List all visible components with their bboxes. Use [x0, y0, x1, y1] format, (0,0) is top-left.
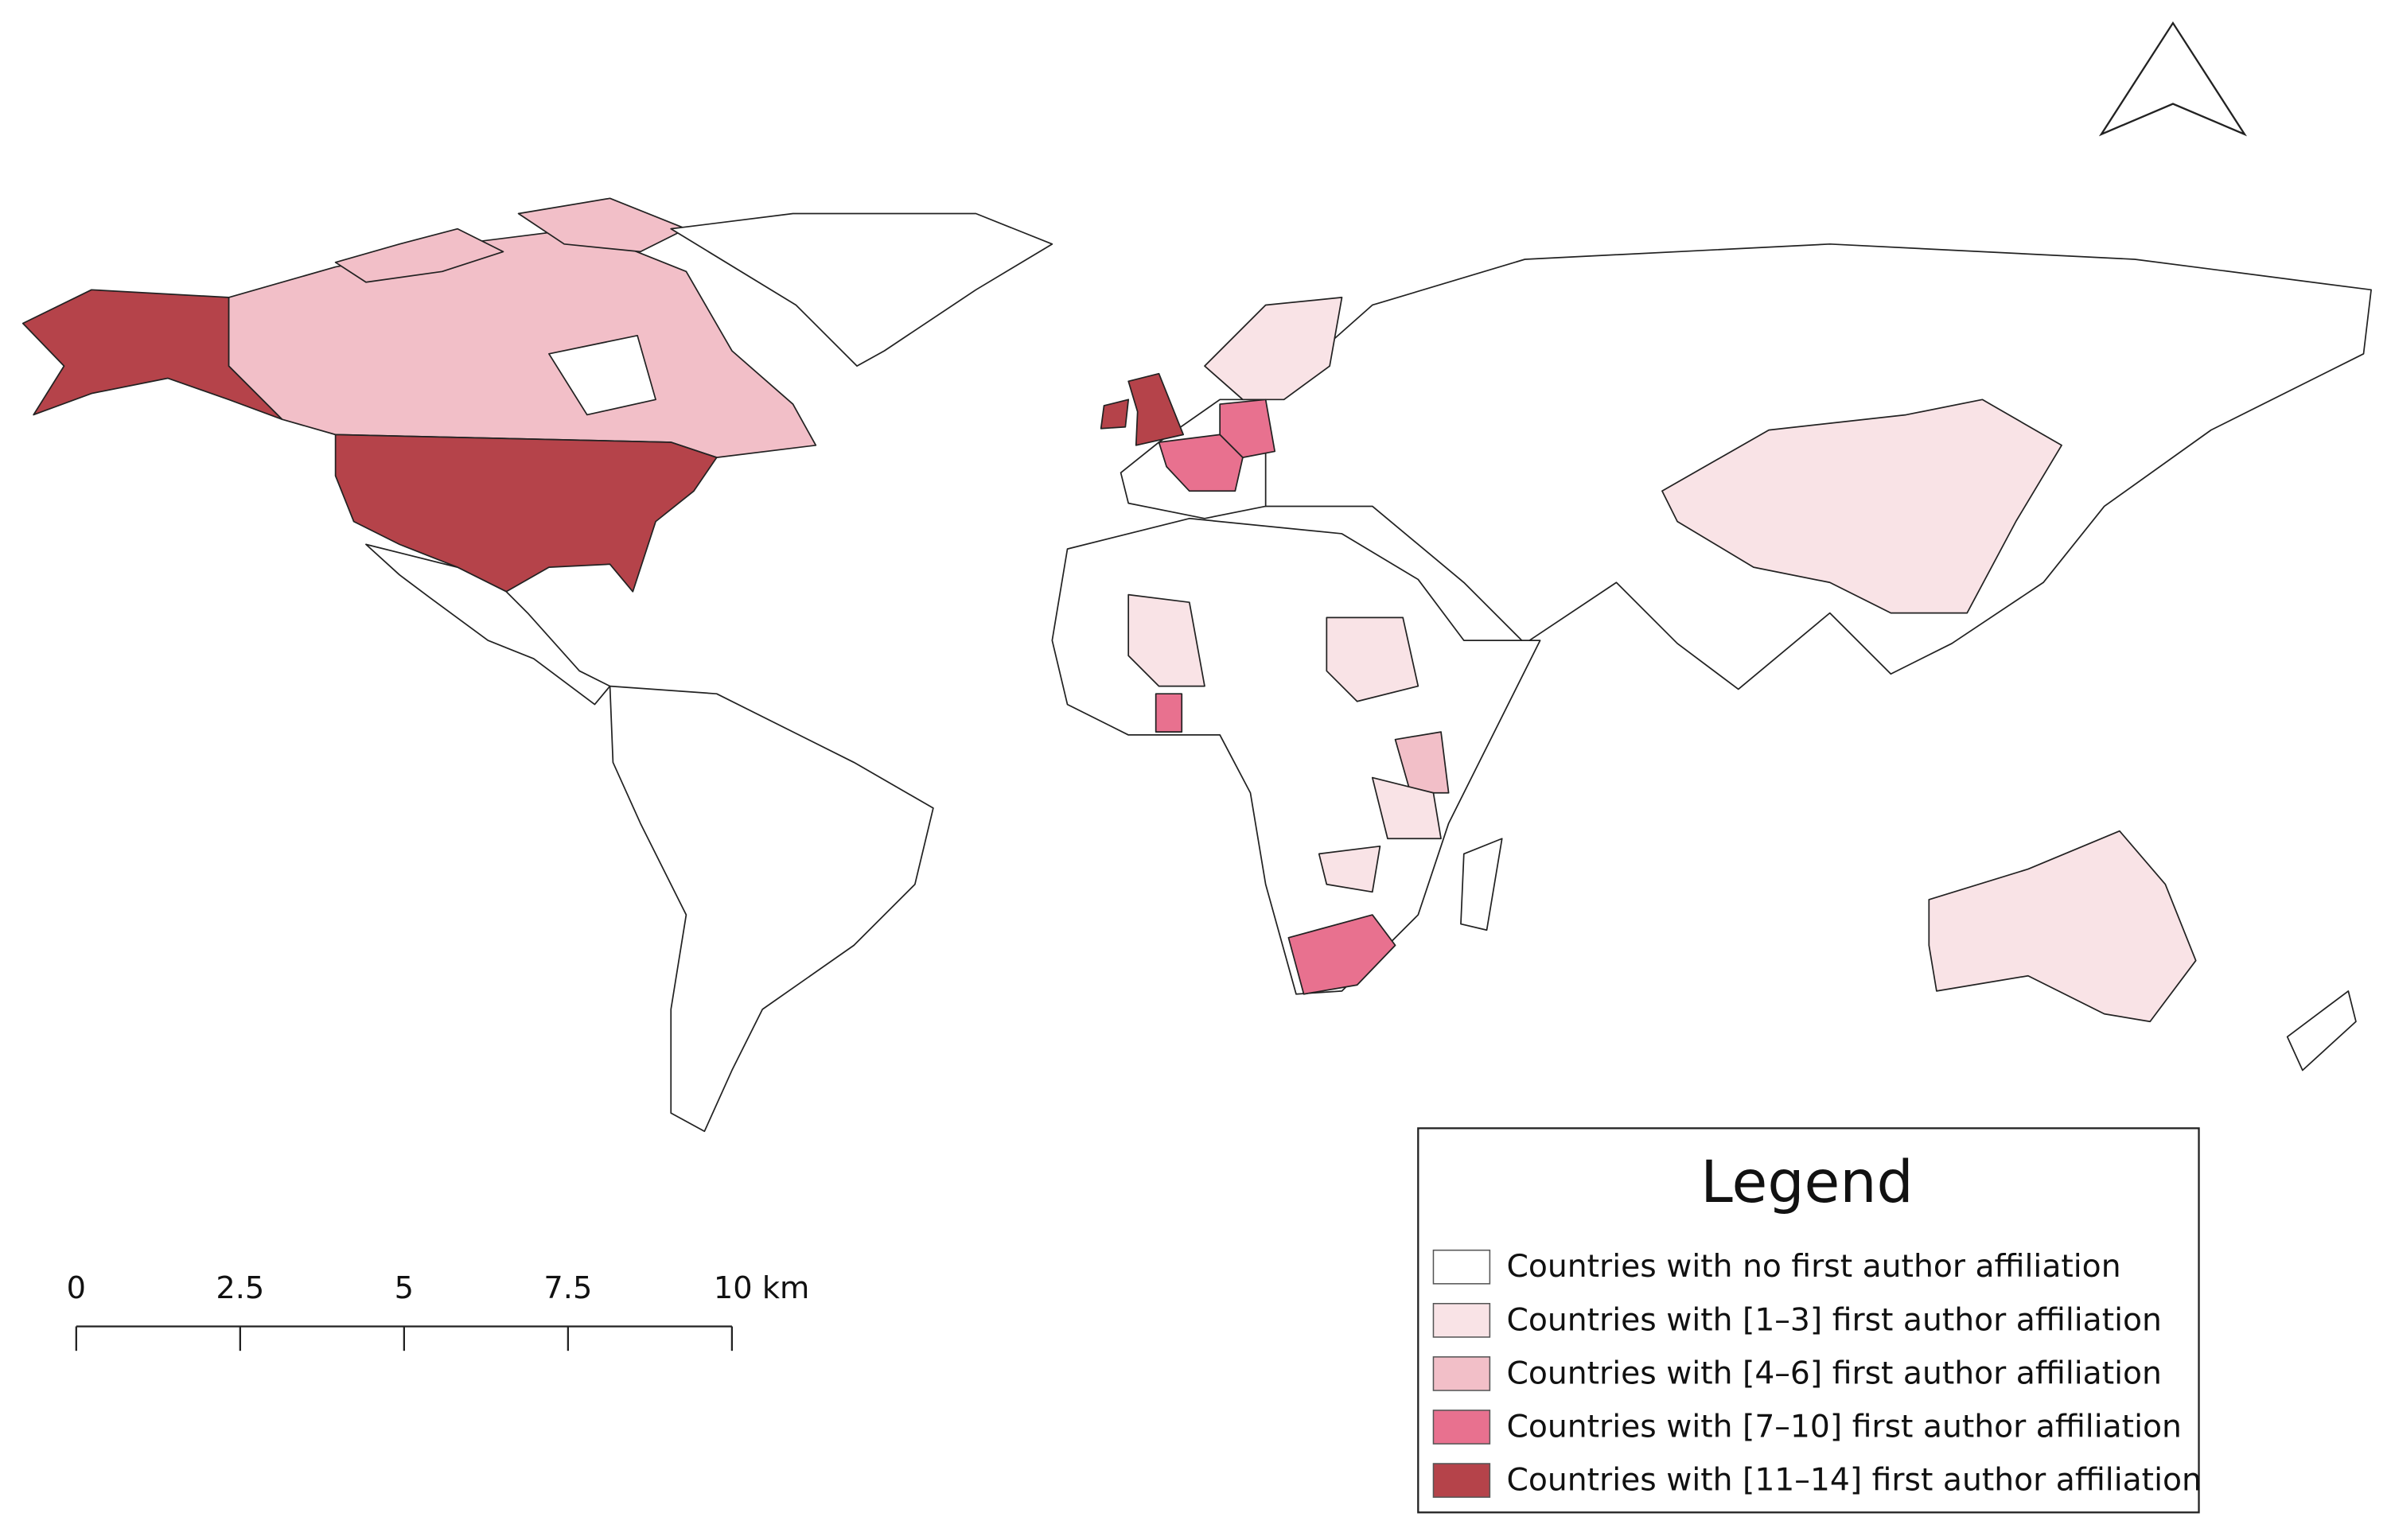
country: [609, 685, 934, 1133]
country: [1127, 593, 1205, 687]
country: [1394, 731, 1450, 794]
scale-label: 5: [395, 1270, 414, 1306]
legend-label: Countries with [7–10] first author affil…: [1506, 1409, 2181, 1445]
country: [670, 212, 1053, 368]
country: [1318, 845, 1381, 893]
north-arrow: [2098, 21, 2248, 137]
country: [1287, 914, 1396, 995]
country: [334, 228, 504, 283]
legend-box: [1417, 1127, 2200, 1514]
legend-title: Legend: [1700, 1149, 1913, 1216]
country: [1460, 838, 1503, 931]
country: [365, 543, 611, 706]
scale-label: 2.5: [216, 1270, 264, 1306]
legend-label: Countries with [4–6] first author affili…: [1506, 1355, 2161, 1391]
country: [2286, 990, 2357, 1071]
bay: [548, 334, 656, 416]
legend-swatch: [1432, 1356, 1491, 1391]
scale-label: 0: [67, 1270, 86, 1306]
country: [1219, 399, 1276, 458]
country: [517, 197, 687, 253]
legend-label: Countries with [1–3] first author affili…: [1506, 1302, 2161, 1338]
legend: Legend Countries with no first author af…: [1417, 1127, 2202, 1514]
country: [1928, 830, 2197, 1023]
country: [1661, 399, 2062, 614]
legend-swatch: [1432, 1249, 1491, 1285]
legend-label: Countries with no first author affiliati…: [1506, 1249, 2120, 1285]
country: [1100, 399, 1130, 430]
country: [1204, 297, 1343, 401]
scale-label: 7.5: [543, 1270, 592, 1306]
legend-swatch: [1432, 1463, 1491, 1498]
country: [1326, 616, 1419, 702]
country: [1155, 693, 1183, 733]
legend-swatch: [1432, 1410, 1491, 1445]
legend-label: Countries with [11–14] first author affi…: [1506, 1462, 2201, 1498]
country: [1127, 372, 1185, 446]
legend-swatch: [1432, 1302, 1491, 1338]
countries: [21, 197, 2372, 1133]
scale-label: 10 km: [714, 1270, 809, 1306]
country: [334, 434, 718, 593]
scale-bar: 0 2.5 5 7.5 10 km: [67, 1270, 809, 1351]
country: [21, 289, 283, 421]
country: [1371, 776, 1442, 840]
